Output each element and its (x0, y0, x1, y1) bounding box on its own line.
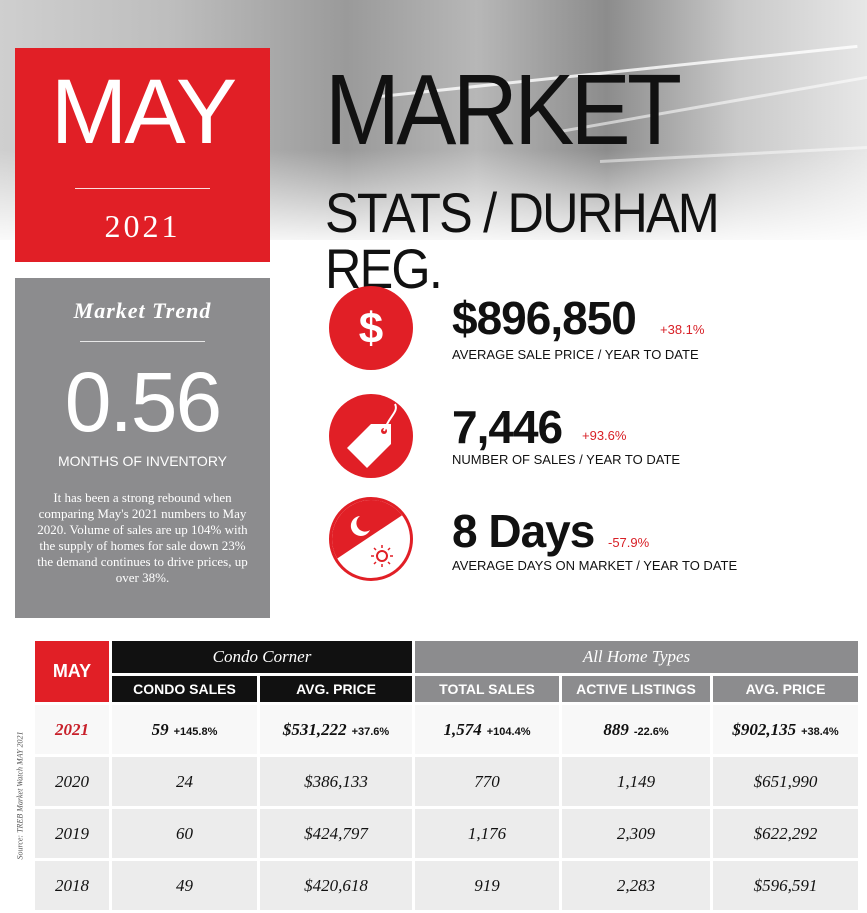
month-badge: MAY 2021 (15, 48, 270, 262)
table-cell: 59 +145.8% (112, 705, 257, 754)
average-sale-price-change: +38.1% (660, 322, 705, 337)
number-of-sales-label: NUMBER OF SALES / YEAR TO DATE (452, 452, 680, 467)
table-cell: $420,618 (260, 861, 412, 910)
number-of-sales-change: +93.6% (582, 428, 627, 443)
table-cell: $531,222 +37.6% (260, 705, 412, 754)
table-row: 2020 24 $386,133 770 1,149 $651,990 (35, 757, 858, 806)
cell-value: 889 (603, 719, 629, 739)
cell-value: 1,574 (443, 719, 482, 739)
stat-label-main: NUMBER OF SALES (452, 452, 576, 467)
table-cell: $596,591 (713, 861, 858, 910)
row-year: 2021 (35, 705, 109, 754)
cell-value: $902,135 (732, 719, 797, 739)
source-note: Source: TREB Market Watch MAY 2021 (15, 731, 25, 860)
column-header: ACTIVE LISTINGS (562, 676, 710, 702)
table-row: 2019 60 $424,797 1,176 2,309 $622,292 (35, 809, 858, 858)
table-row: 2018 49 $420,618 919 2,283 $596,591 (35, 861, 858, 910)
average-sale-price-label: AVERAGE SALE PRICE / YEAR TO DATE (452, 347, 699, 362)
stat-label-sub: / YEAR TO DATE (597, 347, 699, 362)
trend-description: It has been a strong rebound when compar… (37, 490, 248, 585)
stat-label-sub: / YEAR TO DATE (636, 558, 738, 573)
day-night-icon (329, 497, 413, 581)
row-year: 2020 (35, 757, 109, 806)
month-label: MAY (50, 61, 238, 163)
cell-change: -22.6% (633, 725, 669, 738)
price-tag-icon (329, 394, 413, 478)
trend-divider (80, 341, 205, 342)
market-trend-panel: Market Trend 0.56 MONTHS OF INVENTORY It… (15, 278, 270, 618)
table-cell: $386,133 (260, 757, 412, 806)
column-header: CONDO SALES (112, 676, 257, 702)
table-month-corner: MAY (35, 641, 109, 702)
column-header: AVG. PRICE (713, 676, 858, 702)
table-cell: 24 (112, 757, 257, 806)
table-cell: 889 -22.6% (562, 705, 710, 754)
average-sale-price-value: $896,850 (452, 292, 637, 344)
days-on-market-value: 8 Days (452, 505, 595, 557)
table-cell: $622,292 (713, 809, 858, 858)
table-cell: 2,283 (562, 861, 710, 910)
days-on-market-label: AVERAGE DAYS ON MARKET / YEAR TO DATE (452, 558, 737, 573)
column-header: TOTAL SALES (415, 676, 559, 702)
cell-value: $531,222 (282, 719, 347, 739)
stat-label-main: AVERAGE DAYS ON MARKET (452, 558, 633, 573)
cell-change: +37.6% (351, 725, 390, 738)
table-cell: 1,574 +104.4% (415, 705, 559, 754)
stats-table: MAY Condo Corner All Home Types CONDO SA… (32, 638, 861, 913)
table-cell: 919 (415, 861, 559, 910)
table-cell: 60 (112, 809, 257, 858)
table-cell: $424,797 (260, 809, 412, 858)
number-of-sales-value: 7,446 (452, 401, 563, 453)
page-title: MARKET (325, 54, 682, 166)
days-on-market-change: -57.9% (608, 535, 650, 550)
table-row: 2021 59 +145.8% $531,222 +37.6% 1,574 +104.… (35, 705, 858, 754)
table-cell: 2,309 (562, 809, 710, 858)
cell-change: +145.8% (173, 725, 218, 738)
row-year: 2018 (35, 861, 109, 910)
table-cell: 49 (112, 861, 257, 910)
cell-change: +104.4% (486, 725, 531, 738)
table-cell: 770 (415, 757, 559, 806)
condo-corner-header: Condo Corner (112, 641, 412, 673)
stat-label-main: AVERAGE SALE PRICE (452, 347, 595, 362)
months-of-inventory-value: 0.56 (64, 355, 223, 449)
row-year: 2019 (35, 809, 109, 858)
page-subtitle: STATS / DURHAM REG. (325, 181, 720, 300)
table-cell: $651,990 (713, 757, 858, 806)
months-of-inventory-label: MONTHS OF INVENTORY (57, 453, 228, 469)
year-label: 2021 (104, 208, 181, 244)
dollar-icon: $ (329, 286, 413, 370)
table-cell: 1,149 (562, 757, 710, 806)
stat-label-sub: / YEAR TO DATE (579, 452, 681, 467)
all-home-types-header: All Home Types (415, 641, 858, 673)
column-header: AVG. PRICE (260, 676, 412, 702)
svg-text:$: $ (359, 304, 383, 353)
table-cell: $902,135 +38.4% (713, 705, 858, 754)
month-divider (75, 188, 210, 189)
cell-value: 59 (151, 719, 169, 739)
table-cell: 1,176 (415, 809, 559, 858)
cell-change: +38.4% (801, 725, 839, 738)
trend-heading: Market Trend (73, 298, 212, 323)
